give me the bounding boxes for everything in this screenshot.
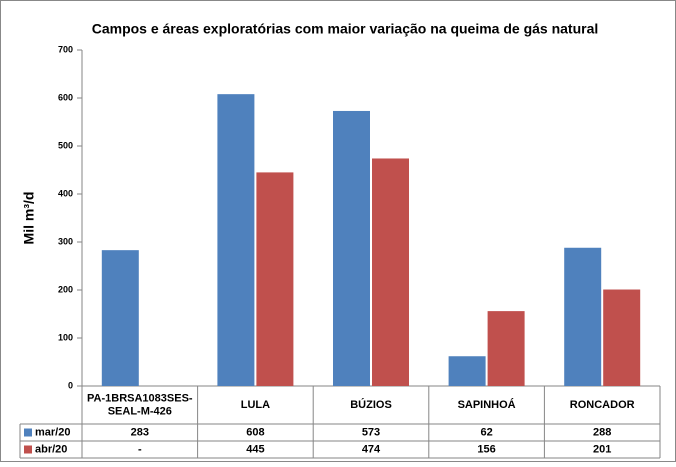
table-value: 474: [362, 443, 381, 455]
bar: [564, 247, 602, 386]
x-tick-label: LULA: [241, 399, 270, 411]
x-tick-label: SAPINHOÁ: [458, 398, 516, 411]
bar: [256, 172, 294, 386]
table-value: 62: [480, 426, 492, 438]
legend-label: mar/20: [35, 426, 70, 438]
bar: [333, 110, 370, 387]
x-tick-label: BÚZIOS: [350, 398, 392, 411]
table-value: 445: [246, 443, 264, 455]
table-value: 201: [593, 443, 611, 455]
y-axis-label: Mil m³/d: [21, 192, 37, 245]
legend-key: [24, 445, 32, 454]
y-tick-label: 300: [58, 236, 73, 246]
bar: [448, 356, 486, 386]
bar: [217, 94, 255, 386]
y-tick-label: 0: [68, 380, 73, 390]
bar: [101, 250, 139, 386]
table-value: 288: [593, 426, 611, 438]
legend-key: [24, 428, 32, 437]
y-tick-label: 500: [58, 140, 73, 150]
y-tick-label: 200: [58, 284, 73, 294]
x-tick-label: PA-1BRSA1083SES-SEAL-M-426: [87, 392, 193, 417]
table-value: 573: [362, 426, 380, 438]
chart-title: Campos e áreas exploratórias com maior v…: [92, 21, 599, 37]
table-value: 608: [246, 426, 264, 438]
bar: [372, 158, 409, 386]
bar: [603, 289, 641, 386]
table-value: 156: [477, 443, 495, 455]
table-value: -: [138, 443, 142, 455]
x-tick-label: RONCADOR: [570, 399, 635, 411]
y-tick-label: 100: [58, 332, 73, 342]
y-tick-label: 700: [58, 44, 73, 54]
y-tick-label: 600: [58, 92, 73, 102]
table-value: 283: [131, 426, 149, 438]
y-tick-label: 400: [58, 188, 73, 198]
legend-label: abr/20: [35, 443, 67, 455]
bar: [487, 311, 525, 386]
